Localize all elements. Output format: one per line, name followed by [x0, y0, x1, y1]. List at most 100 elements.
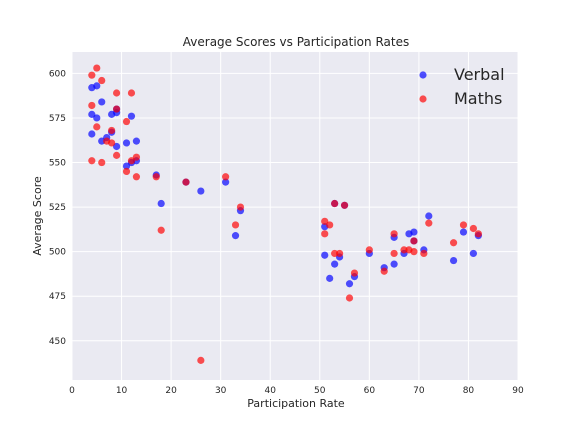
- legend-marker-verbal: [419, 71, 427, 79]
- maths-point-17: [132, 153, 141, 161]
- maths-point-38: [390, 230, 398, 238]
- verbal-point-5: [98, 137, 106, 145]
- maths-point-39: [400, 246, 408, 254]
- x-tick-label-8: 80: [463, 386, 475, 396]
- maths-point-43: [420, 249, 428, 258]
- maths-point-18: [132, 173, 141, 181]
- maths-point-33: [345, 294, 354, 302]
- legend-label-maths: Maths: [454, 89, 502, 108]
- verbal-point-44: [425, 212, 433, 220]
- maths-point-29: [331, 249, 339, 258]
- x-axis-label: Participation Rate: [247, 397, 345, 410]
- verbal-point-17: [132, 137, 141, 145]
- maths-point-21: [182, 178, 190, 186]
- maths-point-25: [236, 203, 245, 211]
- verbal-point-45: [449, 256, 458, 265]
- maths-point-45: [449, 239, 458, 247]
- x-tick-label-1: 10: [116, 386, 128, 396]
- verbal-point-38: [390, 260, 398, 268]
- verbal-point-4: [88, 130, 96, 138]
- x-tick-label-4: 40: [264, 386, 276, 396]
- verbal-point-23: [222, 178, 230, 186]
- x-tick-label-7: 70: [413, 386, 425, 396]
- maths-point-16: [127, 157, 136, 165]
- verbal-point-12: [113, 142, 121, 151]
- maths-point-5: [98, 76, 106, 85]
- maths-point-34: [350, 269, 359, 277]
- gridlines: [71, 52, 519, 380]
- series-maths: [88, 64, 482, 364]
- maths-point-15: [127, 89, 136, 97]
- x-tick-labels: 0 10 20 30 40 50 60 70 80 90: [69, 386, 524, 396]
- x-tick-label-9: 90: [512, 386, 524, 396]
- y-tick-label-2: 500: [49, 248, 66, 258]
- y-tick-label-6: 600: [49, 69, 66, 79]
- maths-point-26: [321, 230, 329, 238]
- verbal-point-14: [122, 162, 131, 170]
- verbal-point-47: [469, 249, 477, 258]
- legend-marker-maths: [419, 95, 427, 103]
- maths-point-8: [108, 126, 116, 135]
- maths-point-27: [321, 217, 329, 225]
- verbal-point-13: [122, 139, 131, 147]
- maths-point-32: [340, 201, 349, 209]
- legend-label-verbal: Verbal: [454, 65, 505, 84]
- verbal-point-30: [331, 260, 339, 268]
- chart-title: Average Scores vs Participation Rates: [183, 35, 409, 49]
- maths-point-10: [113, 89, 121, 97]
- verbal-point-41: [410, 228, 418, 236]
- verbal-point-33: [345, 280, 354, 288]
- y-tick-label-3: 525: [49, 203, 66, 213]
- maths-point-47: [469, 224, 477, 233]
- verbal-point-28: [326, 274, 334, 282]
- verbal-point-6: [98, 98, 106, 106]
- maths-point-9: [108, 139, 116, 147]
- verbal-point-2: [88, 110, 96, 118]
- maths-point-46: [459, 221, 468, 229]
- maths-point-11: [113, 105, 121, 113]
- verbal-point-46: [459, 228, 468, 236]
- maths-point-44: [425, 219, 433, 227]
- verbal-point-16: [127, 112, 136, 120]
- verbal-point-20: [157, 199, 165, 208]
- y-tick-label-0: 450: [49, 337, 66, 347]
- data-points: [88, 64, 482, 364]
- y-tick-labels: 450 475 500 525 550 575 600: [49, 69, 66, 346]
- maths-point-24: [231, 221, 240, 229]
- verbal-point-24: [231, 232, 240, 240]
- verbal-point-1: [93, 82, 101, 90]
- maths-point-4: [93, 123, 101, 131]
- maths-point-20: [157, 226, 165, 234]
- maths-point-41: [410, 237, 418, 245]
- maths-point-14: [122, 167, 131, 176]
- maths-point-3: [93, 64, 101, 72]
- maths-point-31: [336, 249, 344, 258]
- maths-point-48: [474, 230, 482, 238]
- maths-point-35: [365, 246, 373, 254]
- verbal-point-26: [321, 251, 329, 259]
- x-tick-label-3: 30: [215, 386, 227, 396]
- legend: Verbal Maths: [419, 65, 505, 108]
- maths-point-0: [88, 71, 96, 79]
- maths-point-19: [152, 173, 160, 181]
- y-tick-label-5: 575: [49, 114, 66, 124]
- maths-point-2: [88, 157, 96, 165]
- plot-area: [72, 52, 518, 380]
- maths-point-37: [390, 249, 398, 258]
- maths-point-22: [197, 356, 205, 364]
- maths-point-36: [380, 267, 388, 275]
- maths-point-28: [326, 221, 334, 229]
- y-tick-label-4: 550: [49, 159, 66, 169]
- x-tick-label-6: 60: [364, 386, 376, 396]
- maths-point-12: [113, 151, 121, 159]
- x-tick-label-0: 0: [69, 386, 75, 396]
- maths-point-30: [331, 199, 339, 208]
- verbal-point-3: [93, 114, 101, 122]
- y-tick-label-1: 475: [49, 292, 66, 302]
- maths-point-6: [98, 158, 106, 167]
- x-tick-label-5: 50: [314, 386, 326, 396]
- maths-point-1: [88, 101, 96, 110]
- maths-point-42: [410, 248, 418, 256]
- maths-point-13: [122, 117, 131, 126]
